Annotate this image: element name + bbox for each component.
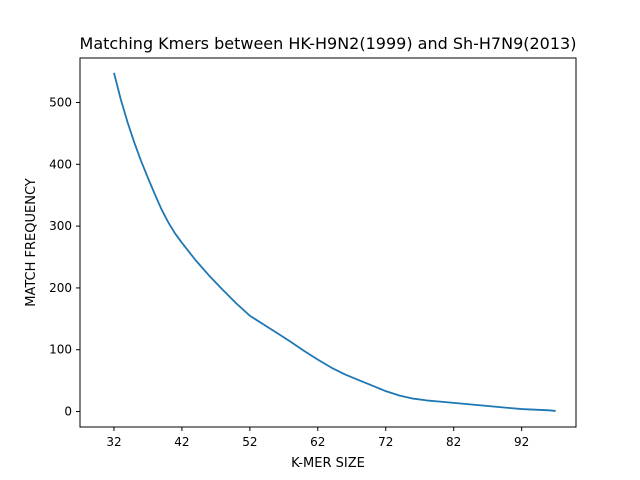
x-tick-label: 82 — [446, 435, 461, 449]
chart-title: Matching Kmers between HK-H9N2(1999) and… — [80, 34, 577, 53]
x-tick-label: 42 — [174, 435, 189, 449]
y-axis-label: MATCH FREQUENCY — [24, 178, 39, 307]
plot-area — [79, 57, 577, 428]
y-tick-label: 0 — [64, 405, 72, 419]
y-tick-label: 200 — [49, 281, 72, 295]
y-tick-label: 400 — [49, 157, 72, 171]
series-line-matches — [113, 72, 556, 412]
x-tick-label: 92 — [514, 435, 529, 449]
x-axis-label: K-MER SIZE — [291, 456, 365, 471]
axes-frame — [79, 57, 577, 428]
x-tick-label: 62 — [310, 435, 325, 449]
y-tick-label: 500 — [49, 96, 72, 110]
y-tick-label: 300 — [49, 219, 72, 233]
x-tick-label: 32 — [106, 435, 121, 449]
x-axis-ticks: 32 42 52 62 72 82 92 — [106, 427, 529, 449]
x-tick-label: 52 — [242, 435, 257, 449]
x-tick-label: 72 — [378, 435, 393, 449]
y-axis-ticks: 0 100 200 300 400 500 — [49, 96, 80, 419]
y-tick-label: 100 — [49, 343, 72, 357]
